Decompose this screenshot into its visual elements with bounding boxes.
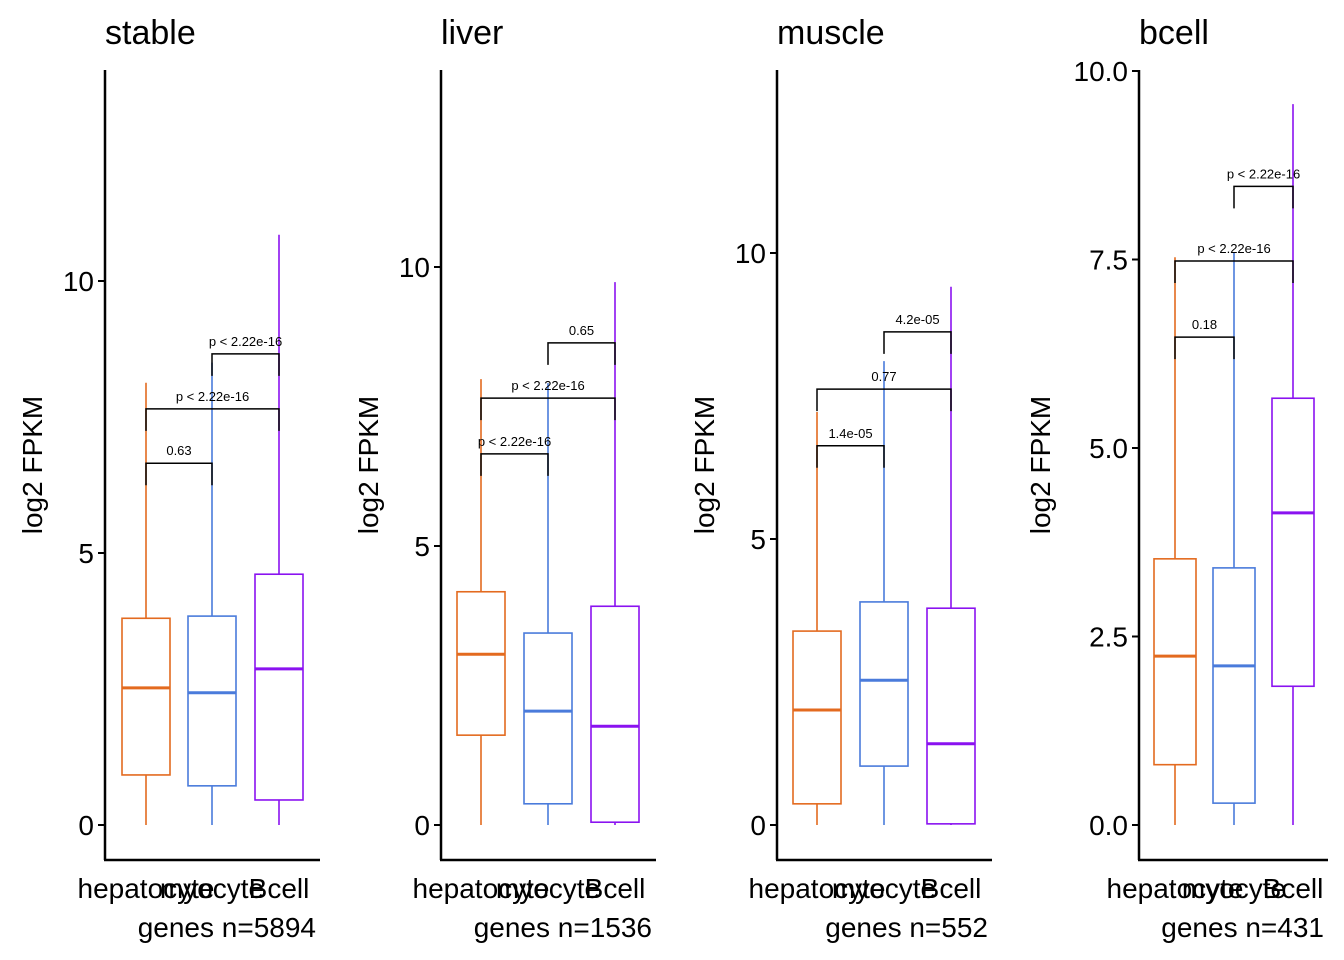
box-iqr (792, 630, 842, 805)
p-value-label: p < 2.22e-16 (1227, 166, 1300, 181)
p-value-label: 4.2e-05 (895, 312, 939, 327)
significance-bracket (145, 462, 213, 486)
significance-bracket (145, 408, 280, 431)
box-iqr (859, 601, 909, 767)
box-iqr (187, 615, 237, 787)
significance-bracket (1233, 185, 1294, 209)
panel-title: bcell (1139, 14, 1209, 52)
gene-count-label: genes n=5894 (138, 912, 316, 943)
box-iqr (1212, 567, 1256, 804)
box-iqr (926, 607, 976, 825)
x-tick-label: myocyte (832, 873, 936, 904)
significance-bracket (547, 342, 616, 365)
p-value-label: p < 2.22e-16 (1197, 241, 1270, 256)
x-tick-label: myocyte (1182, 873, 1286, 904)
y-tick-label: 5 (750, 524, 766, 555)
box-iqr (456, 590, 506, 736)
x-tick-label: Bcell (1263, 873, 1324, 904)
p-value-label: p < 2.22e-16 (176, 389, 249, 404)
significance-bracket (816, 445, 885, 468)
x-tick-label: hepatocyte (749, 873, 886, 904)
p-value-label: 0.18 (1192, 317, 1217, 332)
box-iqr (590, 605, 640, 824)
significance-bracket (1174, 260, 1294, 284)
p-value-label: p < 2.22e-16 (209, 334, 282, 349)
x-tick-label: hepatocyte (1107, 873, 1244, 904)
p-value-label: 0.77 (871, 369, 896, 384)
x-tick-label: Bcell (249, 873, 310, 904)
x-tick-label: Bcell (921, 873, 982, 904)
x-tick-label: myocyte (160, 873, 264, 904)
gene-count-label: genes n=1536 (474, 912, 652, 943)
y-axis-title: log2 FPKM (353, 396, 384, 535)
significance-bracket (883, 331, 952, 354)
y-axis-title: log2 FPKM (17, 396, 48, 535)
significance-bracket (211, 353, 280, 376)
p-value-label: p < 2.22e-16 (478, 434, 551, 449)
significance-bracket (1174, 336, 1235, 360)
y-axis-title: log2 FPKM (689, 396, 720, 535)
y-tick-label: 10 (735, 238, 766, 269)
box-iqr (1271, 397, 1315, 688)
y-tick-label: 5.0 (1089, 433, 1128, 464)
significance-bracket (816, 388, 952, 412)
panel-title: stable (105, 14, 196, 52)
box-iqr (1153, 558, 1197, 766)
p-value-label: 0.63 (166, 443, 191, 458)
y-tick-label: 0 (414, 810, 430, 841)
box-iqr (254, 573, 304, 801)
x-tick-label: hepatocyte (413, 873, 550, 904)
p-value-label: 0.65 (569, 323, 594, 338)
y-tick-label: 5 (78, 538, 94, 569)
y-tick-label: 10 (63, 266, 94, 297)
significance-bracket (480, 397, 616, 421)
p-value-label: 1.4e-05 (828, 426, 872, 441)
y-tick-label: 0 (78, 810, 94, 841)
x-tick-label: hepatocyte (78, 873, 215, 904)
y-tick-label: 10 (399, 252, 430, 283)
gene-count-label: genes n=431 (1161, 912, 1324, 943)
y-axis-title: log2 FPKM (1025, 396, 1056, 535)
y-tick-label: 5 (414, 531, 430, 562)
box-iqr (121, 617, 171, 776)
x-tick-label: Bcell (585, 873, 646, 904)
box-iqr (523, 632, 573, 805)
y-tick-label: 0 (750, 810, 766, 841)
panel-title: liver (441, 14, 503, 52)
p-value-label: p < 2.22e-16 (511, 378, 584, 393)
significance-bracket (480, 453, 549, 476)
y-tick-label: 0.0 (1089, 810, 1128, 841)
y-tick-label: 10.0 (1074, 56, 1129, 87)
y-tick-label: 7.5 (1089, 245, 1128, 276)
panel-title: muscle (777, 14, 885, 52)
y-tick-label: 2.5 (1089, 622, 1128, 653)
x-tick-label: myocyte (496, 873, 600, 904)
gene-count-label: genes n=552 (825, 912, 988, 943)
